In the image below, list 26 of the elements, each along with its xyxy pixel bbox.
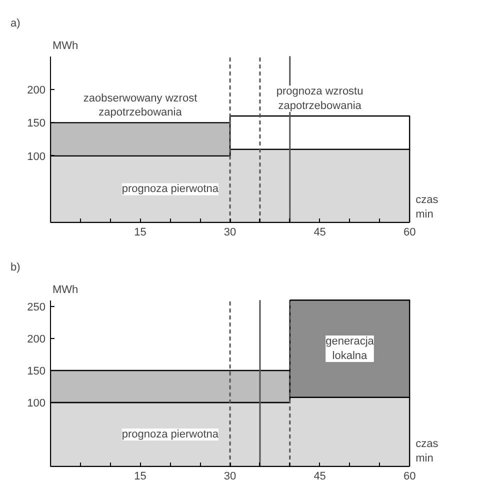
series-label: generacja lokalna xyxy=(326,336,375,362)
y-tick-label: 100 xyxy=(27,398,46,410)
chart-title: b) xyxy=(10,262,20,274)
y-tick-label: 150 xyxy=(27,118,46,130)
x-tick-label: 15 xyxy=(134,226,146,238)
x-tick-label: 45 xyxy=(314,226,326,238)
x-tick-label: 60 xyxy=(403,226,416,238)
x-axis-title: czas min xyxy=(416,438,439,464)
y-tick-label: 150 xyxy=(27,366,46,378)
x-tick-label: 30 xyxy=(224,226,236,238)
x-tick-label: 15 xyxy=(134,470,146,482)
series-label: prognoza pierwotna xyxy=(122,183,220,196)
x-tick-label: 30 xyxy=(224,470,236,482)
y-axis-title: MWh xyxy=(52,40,78,52)
y-tick-label: 200 xyxy=(27,334,46,346)
series-label: zaobserwowany wzrost zapotrzebowania xyxy=(83,92,198,119)
x-tick-label: 60 xyxy=(403,470,416,482)
series-label: prognoza wzrostu zapotrzebowania xyxy=(276,86,364,112)
y-axis-title: MWh xyxy=(52,284,78,296)
chart-title: a) xyxy=(10,18,20,30)
y-tick-label: 100 xyxy=(27,150,46,163)
x-tick-label: 45 xyxy=(314,470,326,482)
series-label: prognoza pierwotna xyxy=(122,428,220,441)
y-tick-label: 200 xyxy=(27,84,46,96)
y-tick-label: 250 xyxy=(27,302,46,314)
x-axis-title: czas min xyxy=(416,194,439,220)
